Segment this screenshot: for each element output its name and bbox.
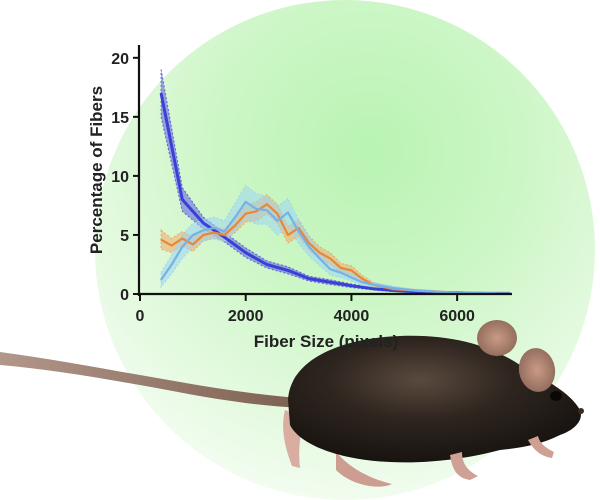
series-2-point	[435, 290, 437, 293]
series-1-point	[361, 277, 363, 280]
mouse-hind-foot	[336, 452, 392, 487]
series-2-point	[266, 209, 268, 211]
mouse-front-leg	[450, 452, 478, 480]
series-1-point	[329, 257, 332, 260]
series-lines	[159, 92, 511, 295]
series-0-point	[308, 277, 310, 280]
series-2-point	[276, 220, 279, 222]
series-1-point	[308, 242, 310, 244]
x-tick-label: 6000	[439, 308, 475, 325]
series-2-point	[255, 208, 258, 210]
series-0-point	[266, 263, 268, 266]
series-2-error-band	[160, 184, 511, 295]
series-1-point	[234, 224, 236, 227]
series-2-point	[160, 279, 162, 281]
series-1-point	[170, 244, 173, 247]
series-2-point	[329, 268, 332, 271]
series-1-error-band	[160, 194, 511, 295]
series-1-point	[297, 227, 300, 229]
series-2-point	[308, 246, 310, 248]
series-1-point	[160, 238, 162, 241]
series-2-point	[392, 287, 395, 289]
series-1-point	[192, 243, 194, 246]
series-0-point	[160, 92, 162, 94]
series-2-point	[414, 289, 416, 292]
series-0-point	[202, 222, 205, 224]
y-axis-title: Percentage of Fibers	[87, 86, 106, 254]
series-1-point	[287, 234, 289, 236]
x-axis-title: Fiber Size (pixels)	[254, 332, 399, 351]
y-tick-label: 10	[111, 169, 129, 186]
series-1-point	[255, 210, 258, 213]
y-ticks: 0 5 10 15 20	[111, 51, 140, 304]
series-1-point	[202, 234, 205, 236]
series-2-point	[234, 216, 236, 218]
x-tick-label: 0	[136, 308, 145, 325]
series-2-point	[170, 263, 173, 266]
series-2-point	[318, 257, 321, 260]
mouse-front-ear	[518, 348, 556, 392]
series-2-point	[287, 211, 289, 214]
series-1-point	[223, 234, 226, 236]
mouse-front-paw	[528, 436, 554, 458]
series-1-point	[276, 212, 279, 215]
y-tick-label: 15	[111, 110, 129, 127]
x-tick-label: 4000	[334, 308, 370, 325]
series-2-point	[361, 281, 363, 284]
x-tick-label: 2000	[228, 308, 264, 325]
x-ticks: 0 2000 4000 6000	[136, 294, 475, 325]
mouse-body	[288, 335, 581, 463]
series-0-point	[287, 269, 289, 272]
series-1-point	[318, 251, 321, 254]
series-1-point	[350, 269, 353, 272]
series-2-point	[350, 276, 353, 279]
series-0-point	[329, 281, 332, 284]
series-1-point	[244, 212, 247, 215]
series-1-point	[181, 237, 184, 240]
series-2-point	[244, 201, 247, 203]
series-2-point	[202, 229, 205, 231]
error-bands	[160, 69, 511, 295]
series-2-point	[297, 230, 300, 233]
y-tick-label: 5	[120, 228, 129, 245]
mouse-eye	[550, 391, 562, 401]
mouse-tail	[0, 352, 302, 408]
series-2-line	[160, 200, 510, 295]
y-tick-label: 20	[111, 51, 129, 68]
series-0-point	[350, 284, 353, 287]
series-0-point	[223, 236, 226, 239]
series-2-point	[223, 230, 226, 233]
series-1-point	[340, 267, 342, 269]
series-2-point	[181, 246, 184, 248]
series-0-point	[244, 251, 247, 254]
y-tick-label: 0	[120, 287, 129, 304]
series-1-point	[213, 231, 215, 234]
series-2-point	[340, 271, 342, 274]
series-0-point	[371, 287, 374, 290]
series-0-point	[181, 198, 184, 201]
series-2-point	[213, 227, 215, 229]
series-2-point	[371, 283, 374, 286]
series-2-point	[192, 234, 194, 236]
mouse-nose	[578, 408, 584, 414]
mouse-back-ear	[477, 320, 517, 356]
series-1-point	[266, 203, 268, 205]
